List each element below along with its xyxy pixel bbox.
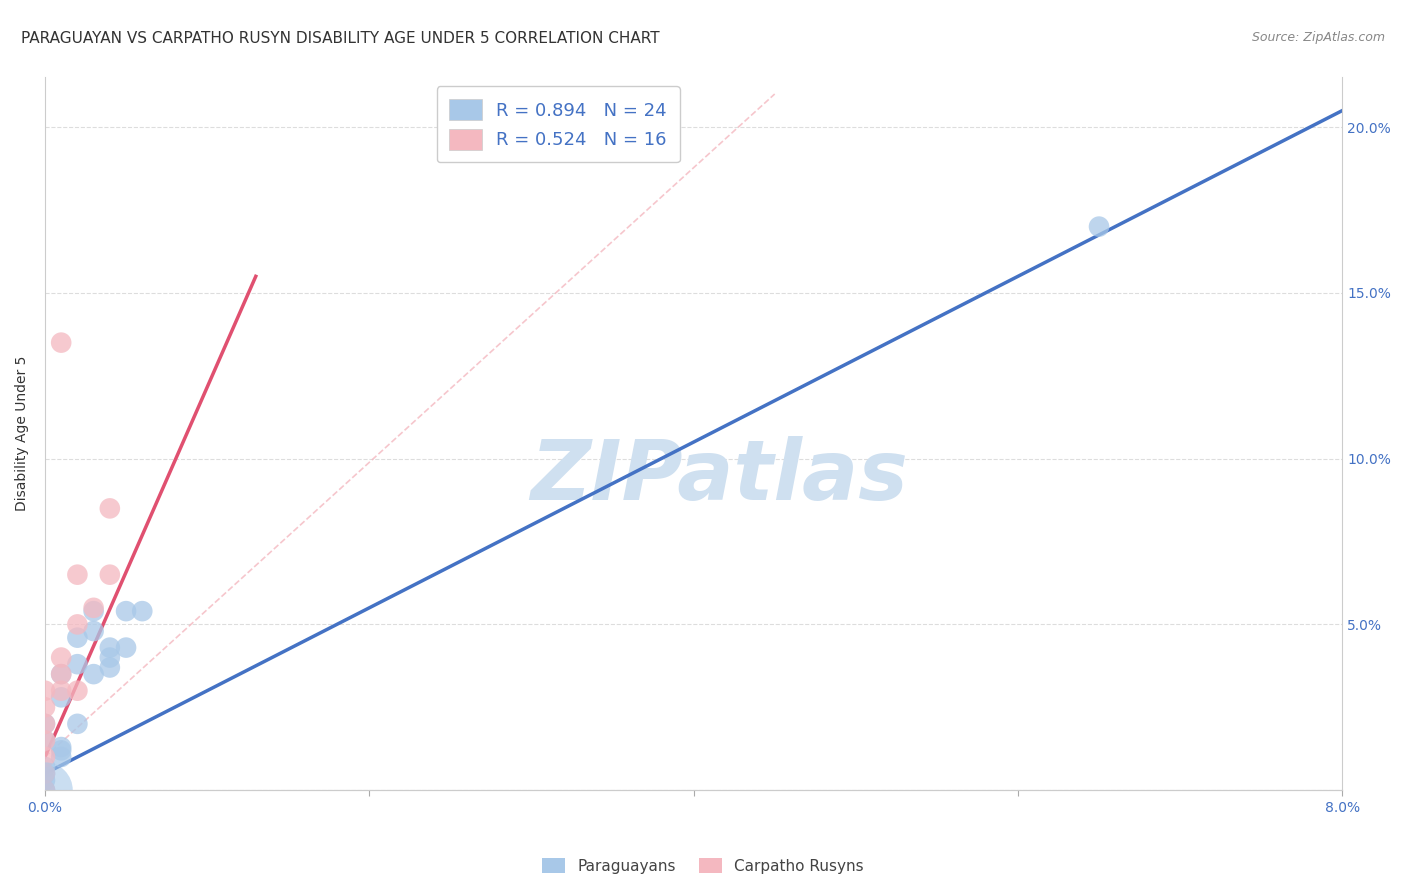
Point — [98, 660, 121, 674]
Point — [34, 783, 56, 797]
Text: Source: ZipAtlas.com: Source: ZipAtlas.com — [1251, 31, 1385, 45]
Point — [34, 773, 56, 788]
Point — [34, 766, 56, 780]
Text: ZIPatlas: ZIPatlas — [530, 436, 908, 517]
Point — [34, 733, 56, 747]
Point — [34, 716, 56, 731]
Point — [131, 604, 153, 618]
Point — [1088, 219, 1111, 234]
Y-axis label: Disability Age Under 5: Disability Age Under 5 — [15, 356, 30, 511]
Point — [51, 667, 73, 681]
Point — [51, 750, 73, 764]
Point — [83, 600, 105, 615]
Text: PARAGUAYAN VS CARPATHO RUSYN DISABILITY AGE UNDER 5 CORRELATION CHART: PARAGUAYAN VS CARPATHO RUSYN DISABILITY … — [21, 31, 659, 46]
Point — [34, 783, 56, 797]
Point — [98, 501, 121, 516]
Point — [115, 604, 138, 618]
Point — [51, 739, 73, 754]
Point — [34, 700, 56, 714]
Point — [51, 650, 73, 665]
Point — [34, 750, 56, 764]
Point — [98, 640, 121, 655]
Point — [83, 624, 105, 638]
Point — [34, 783, 56, 797]
Point — [98, 650, 121, 665]
Point — [34, 760, 56, 774]
Point — [66, 716, 89, 731]
Point — [66, 617, 89, 632]
Point — [83, 667, 105, 681]
Legend: Paraguayans, Carpatho Rusyns: Paraguayans, Carpatho Rusyns — [536, 852, 870, 880]
Point — [34, 716, 56, 731]
Legend: R = 0.894   N = 24, R = 0.524   N = 16: R = 0.894 N = 24, R = 0.524 N = 16 — [437, 87, 679, 162]
Point — [98, 567, 121, 582]
Point — [51, 335, 73, 350]
Point — [66, 631, 89, 645]
Point — [51, 667, 73, 681]
Point — [83, 604, 105, 618]
Point — [51, 683, 73, 698]
Point — [66, 567, 89, 582]
Point — [51, 690, 73, 705]
Point — [51, 743, 73, 757]
Point — [66, 657, 89, 672]
Point — [115, 640, 138, 655]
Point — [66, 683, 89, 698]
Point — [34, 766, 56, 780]
Point — [34, 683, 56, 698]
Point — [34, 733, 56, 747]
